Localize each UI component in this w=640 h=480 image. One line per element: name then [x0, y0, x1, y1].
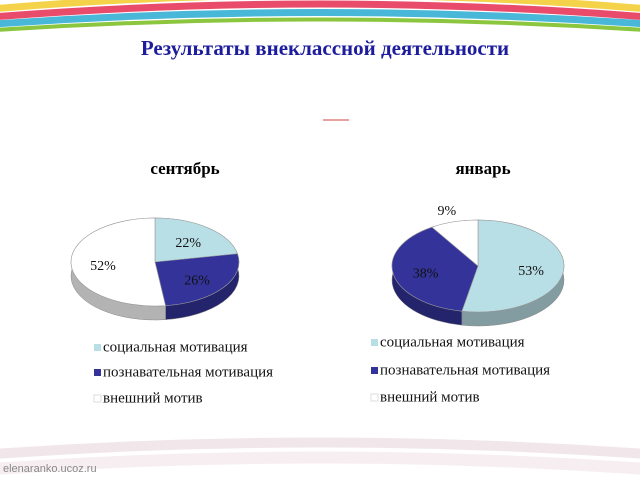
- chart-title: сентябрь: [150, 159, 219, 178]
- legend-label: внешний мотив: [103, 390, 203, 406]
- legend-label: познавательная мотивация: [380, 362, 550, 378]
- legend-label: внешний мотив: [380, 389, 480, 405]
- data-label: 26%: [184, 273, 210, 288]
- legend-swatch: [93, 394, 102, 403]
- data-label: 53%: [518, 264, 544, 279]
- data-label: 22%: [175, 236, 201, 251]
- slice: [70, 217, 166, 307]
- chart-title: январь: [455, 159, 510, 178]
- legend-label: познавательная мотивация: [103, 364, 273, 380]
- legend-swatch: [371, 339, 378, 346]
- slice: [154, 253, 240, 306]
- legend-swatch: [94, 344, 101, 351]
- legend-swatch: [370, 393, 379, 402]
- data-label: 52%: [90, 259, 116, 274]
- slice: [154, 217, 238, 263]
- legend-label: социальная мотивация: [380, 334, 525, 350]
- legend-swatch: [371, 367, 378, 374]
- slice: [431, 219, 479, 267]
- data-label: 9%: [437, 204, 456, 219]
- slide-title: Результаты внеклассной деятельности: [141, 36, 509, 60]
- legend-swatch: [94, 369, 101, 376]
- data-label: 38%: [413, 267, 439, 282]
- watermark: elenaranko.ucoz.ru: [3, 463, 97, 475]
- legend-label: социальная мотивация: [103, 339, 248, 355]
- slice: [461, 219, 565, 313]
